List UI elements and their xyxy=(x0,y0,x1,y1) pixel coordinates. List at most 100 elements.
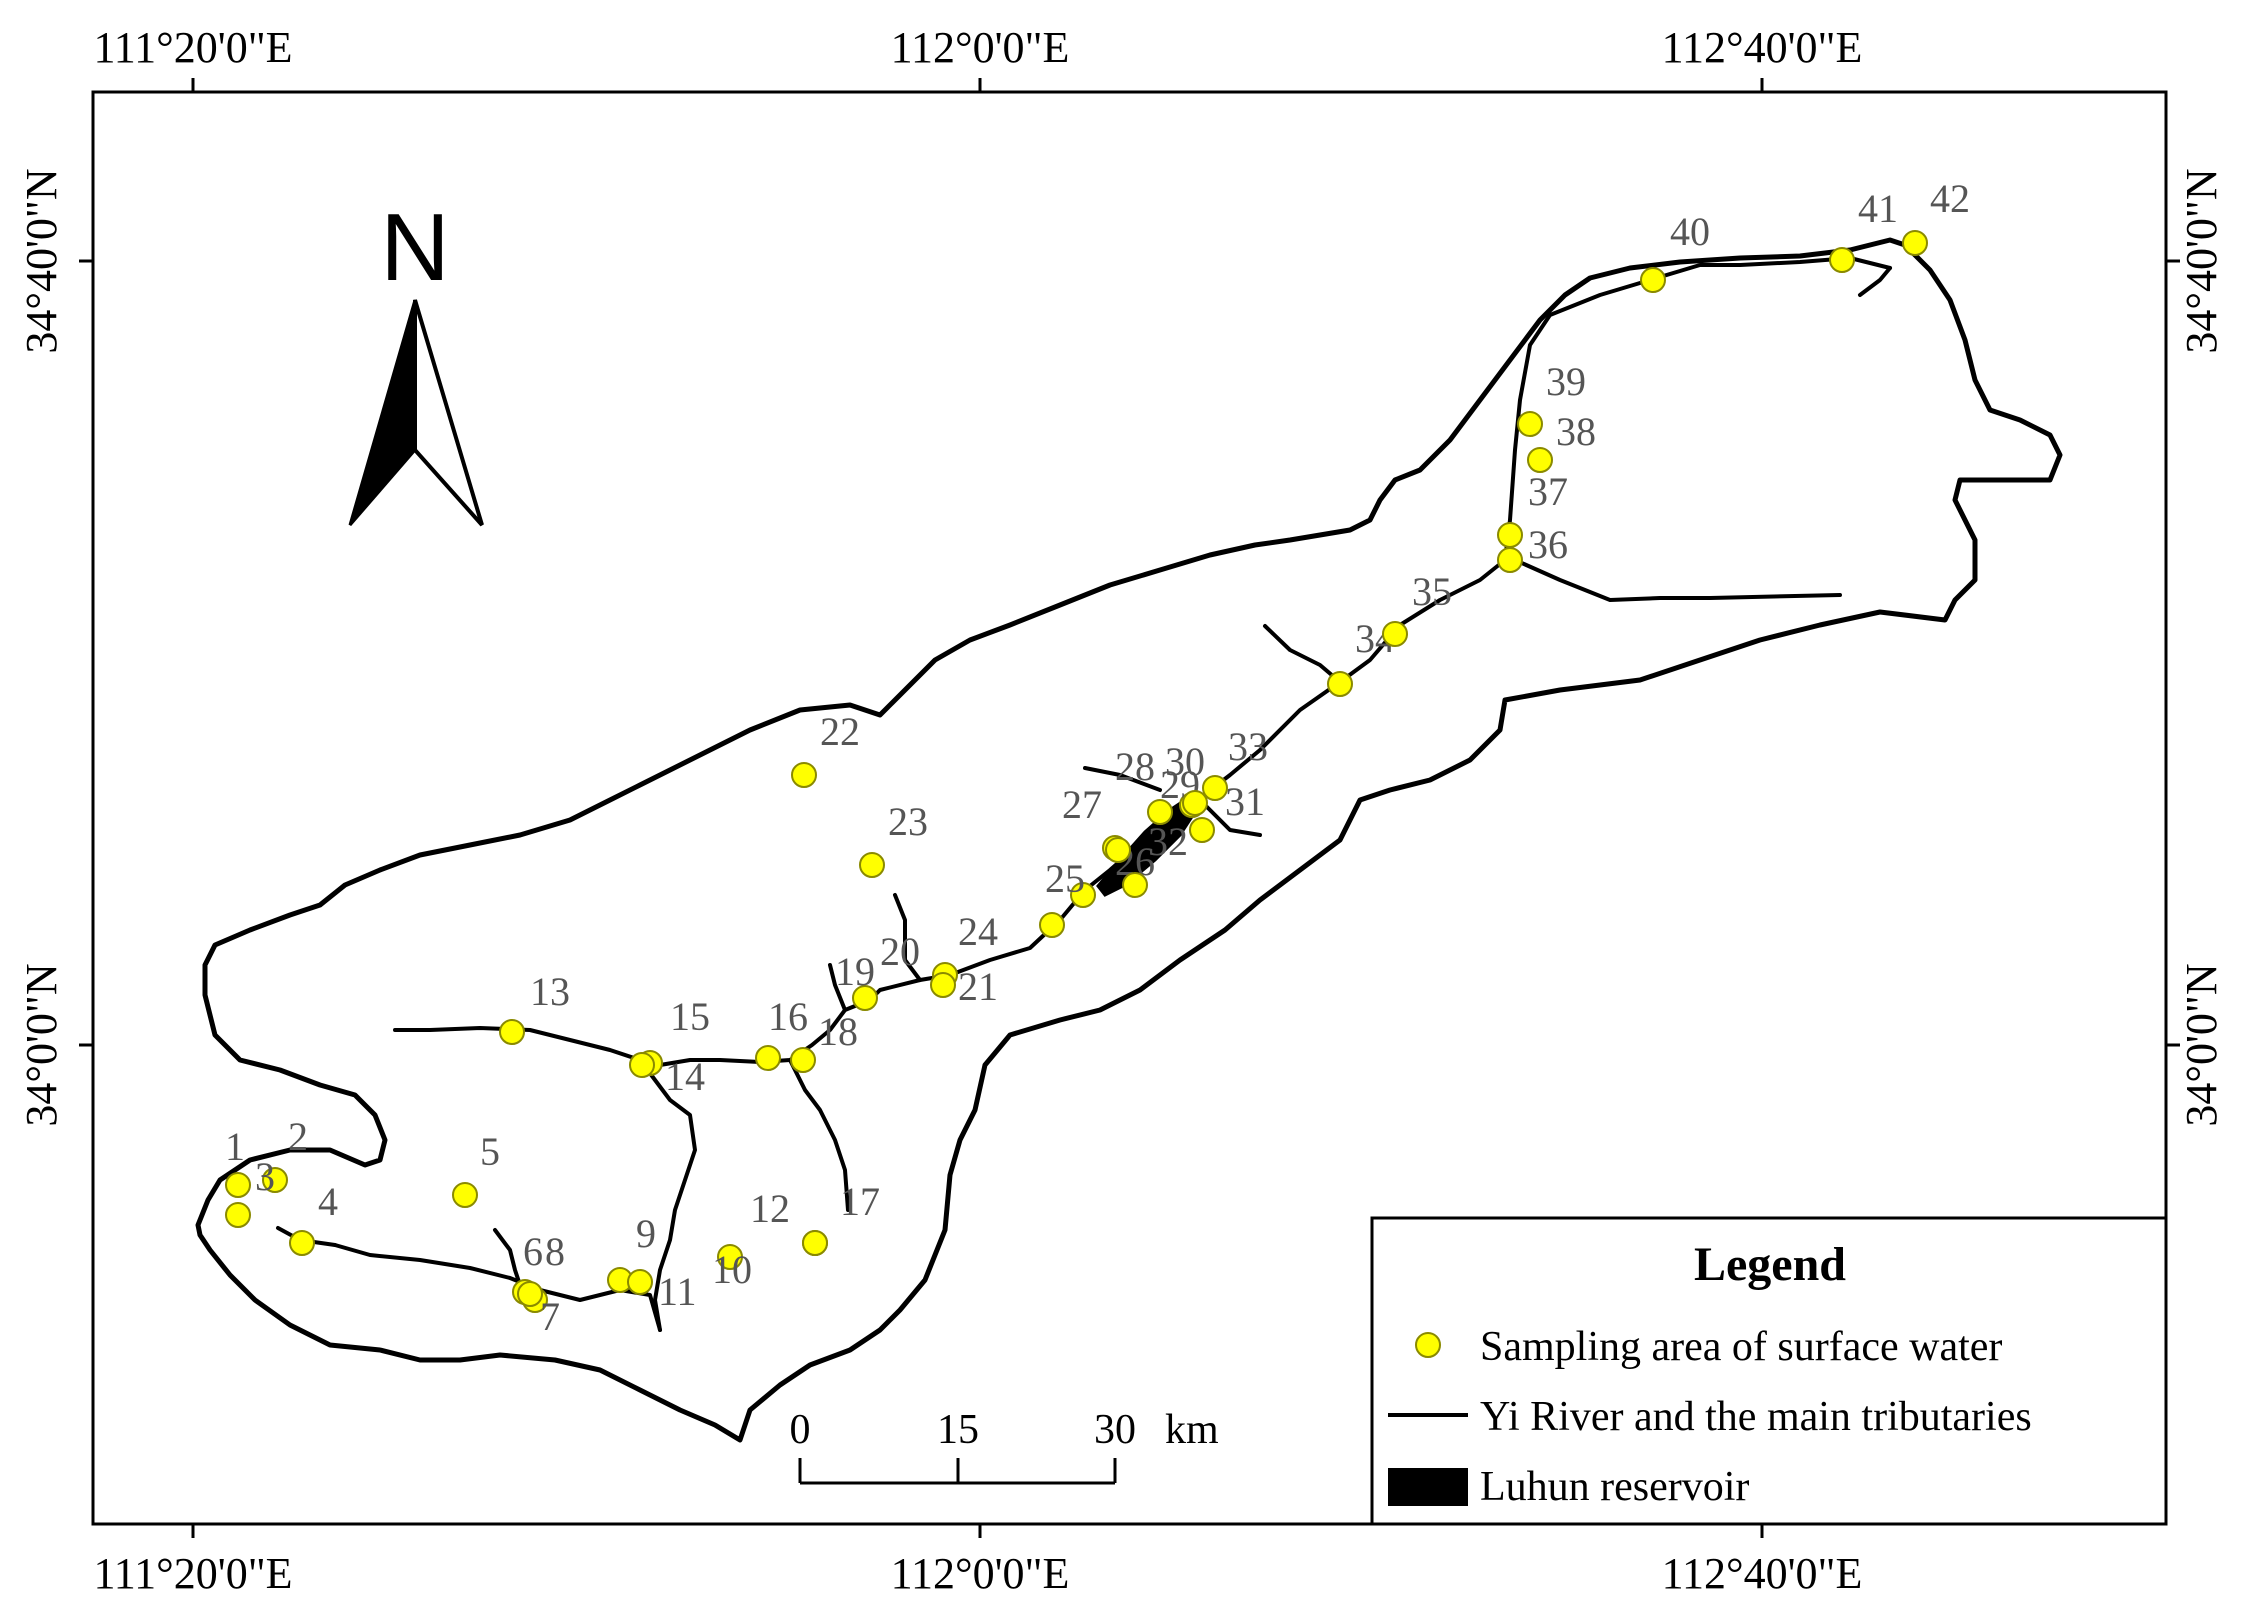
sampling-point-10 xyxy=(717,1244,743,1270)
sampling-label-7: 7 xyxy=(540,1294,560,1339)
sampling-point-15 xyxy=(629,1052,655,1078)
sampling-label-14: 14 xyxy=(665,1054,705,1099)
sampling-point-34 xyxy=(1327,671,1353,697)
sampling-point-18 xyxy=(790,1047,816,1073)
basin-boundary xyxy=(195,237,2063,1443)
sampling-label-30: 30 xyxy=(1165,739,1205,784)
sampling-point-8 xyxy=(517,1281,543,1307)
sampling-label-10: 10 xyxy=(712,1247,752,1292)
sampling-point-40 xyxy=(1640,267,1666,293)
sampling-label-16: 16 xyxy=(768,994,808,1039)
sampling-point-1 xyxy=(225,1172,251,1198)
sampling-label-5: 5 xyxy=(480,1129,500,1174)
coord-left-2: 34°0'0"N xyxy=(17,963,66,1126)
coord-top-3: 112°40'0"E xyxy=(1662,23,1863,72)
sampling-point-30 xyxy=(1182,790,1208,816)
sampling-point-39 xyxy=(1517,411,1543,437)
legend: Legend Sampling area of surface water Yi… xyxy=(1370,1216,2168,1526)
sampling-label-22: 22 xyxy=(820,709,860,754)
coord-top-1: 111°20'0"E xyxy=(93,23,292,72)
sampling-label-11: 11 xyxy=(658,1269,697,1314)
legend-title: Legend xyxy=(1694,1238,1846,1291)
legend-fill-symbol xyxy=(1388,1468,1468,1506)
sampling-label-33: 33 xyxy=(1228,724,1268,769)
sampling-point-11 xyxy=(627,1269,653,1295)
sampling-label-40: 40 xyxy=(1670,209,1710,254)
sampling-point-4 xyxy=(289,1230,315,1256)
sampling-point-13 xyxy=(499,1019,525,1045)
tributary-31 xyxy=(1198,798,1262,837)
north-arrow: N xyxy=(348,194,484,527)
scale-unit: km xyxy=(1165,1407,1219,1453)
sampling-label-42: 42 xyxy=(1930,176,1970,221)
tributary-36 xyxy=(1513,558,1842,602)
north-arrow-right-half xyxy=(413,299,484,527)
sampling-label-8: 8 xyxy=(545,1229,565,1274)
sampling-label-6: 6 xyxy=(523,1229,543,1274)
sampling-point-38 xyxy=(1527,447,1553,473)
sampling-label-1: 1 xyxy=(225,1124,245,1169)
sampling-label-17: 17 xyxy=(840,1179,880,1224)
sampling-label-24: 24 xyxy=(958,909,998,954)
sampling-label-9: 9 xyxy=(636,1211,656,1256)
sampling-label-32: 32 xyxy=(1148,819,1188,864)
sampling-label-18: 18 xyxy=(818,1009,858,1054)
sampling-label-35: 35 xyxy=(1412,569,1452,614)
sampling-point-17 xyxy=(802,1230,828,1256)
legend-label-reservoir: Luhun reservoir xyxy=(1480,1464,1749,1510)
sampling-point-36 xyxy=(1497,547,1523,573)
sampling-label-36: 36 xyxy=(1528,522,1568,567)
sampling-label-37: 37 xyxy=(1528,469,1568,514)
scale-tick-30: 30 xyxy=(1094,1407,1136,1453)
sampling-label-4: 4 xyxy=(318,1179,338,1224)
tributary-18 xyxy=(828,963,847,1012)
sampling-point-21 xyxy=(930,972,956,998)
legend-point-symbol xyxy=(1415,1332,1441,1358)
sampling-label-15: 15 xyxy=(670,994,710,1039)
sampling-label-21: 21 xyxy=(958,964,998,1009)
sampling-point-5 xyxy=(452,1182,478,1208)
legend-label-river: Yi River and the main tributaries xyxy=(1480,1394,2032,1440)
sampling-label-20: 20 xyxy=(880,929,920,974)
scale-bar xyxy=(798,1458,1117,1485)
coord-left-1: 34°40'0"N xyxy=(17,168,66,353)
sampling-label-27: 27 xyxy=(1062,782,1102,827)
coord-bottom-3: 112°40'0"E xyxy=(1662,1549,1863,1598)
sampling-label-23: 23 xyxy=(888,799,928,844)
sampling-point-35 xyxy=(1382,621,1408,647)
sampling-point-37 xyxy=(1497,522,1523,548)
tributary-south-14 xyxy=(638,1058,697,1332)
sampling-label-13: 13 xyxy=(530,969,570,1014)
tributary-20 xyxy=(893,893,922,982)
sampling-label-2: 2 xyxy=(288,1114,308,1159)
tributary-28 xyxy=(1083,766,1162,792)
sampling-point-16 xyxy=(755,1045,781,1071)
sampling-label-39: 39 xyxy=(1546,359,1586,404)
sampling-label-41: 41 xyxy=(1858,186,1898,231)
sampling-point-32 xyxy=(1122,872,1148,898)
sampling-label-19: 19 xyxy=(835,949,875,994)
sampling-point-23 xyxy=(859,852,885,878)
legend-label-sampling: Sampling area of surface water xyxy=(1480,1324,2002,1370)
tributary-34 xyxy=(1263,624,1342,684)
scale-tick-0: 0 xyxy=(790,1407,811,1453)
coord-bottom-2: 112°0'0"E xyxy=(891,1549,1070,1598)
sampling-point-41 xyxy=(1829,247,1855,273)
sampling-label-25: 25 xyxy=(1045,856,1085,901)
sampling-point-3 xyxy=(225,1202,251,1228)
sampling-label-12: 12 xyxy=(750,1186,790,1231)
sampling-point-28 xyxy=(1147,799,1173,825)
coord-top-2: 112°0'0"E xyxy=(891,23,1070,72)
tributary-41 xyxy=(1858,266,1892,297)
sampling-point-27 xyxy=(1105,837,1131,863)
coord-right-2: 34°0'0"N xyxy=(2177,963,2226,1126)
graticule-ticks xyxy=(79,78,2180,1538)
sampling-point-22 xyxy=(791,762,817,788)
sampling-point-24 xyxy=(1039,912,1065,938)
sampling-label-38: 38 xyxy=(1556,409,1596,454)
sampling-label-31: 31 xyxy=(1225,779,1265,824)
sampling-point-25 xyxy=(1070,882,1096,908)
sampling-point-33 xyxy=(1202,775,1228,801)
